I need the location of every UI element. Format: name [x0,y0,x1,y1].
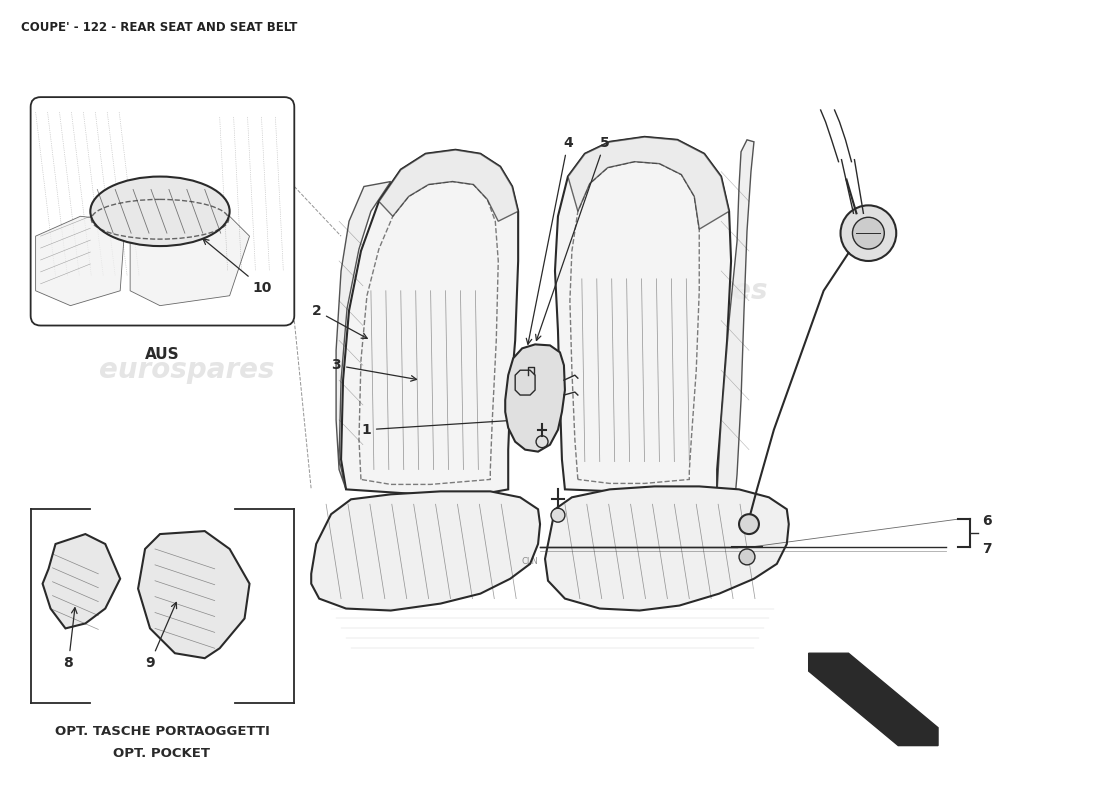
Text: 9: 9 [145,602,177,670]
Polygon shape [337,182,390,490]
Polygon shape [556,137,732,491]
Polygon shape [378,150,518,222]
Polygon shape [130,211,250,306]
Polygon shape [717,140,754,510]
Text: OPT. POCKET: OPT. POCKET [113,746,210,759]
Polygon shape [311,491,540,610]
Text: AUS: AUS [145,347,179,362]
Circle shape [852,218,884,249]
Text: CLN: CLN [521,557,539,566]
Circle shape [551,508,565,522]
Text: COUPE' - 122 - REAR SEAT AND SEAT BELT: COUPE' - 122 - REAR SEAT AND SEAT BELT [21,21,297,34]
Polygon shape [35,216,125,306]
Circle shape [739,514,759,534]
Polygon shape [515,370,535,395]
Text: 2: 2 [311,304,367,338]
Text: 6: 6 [982,514,991,528]
Polygon shape [568,137,729,229]
Text: 3: 3 [331,358,417,381]
Polygon shape [341,150,518,494]
Polygon shape [808,654,938,746]
Text: eurospares: eurospares [99,356,275,384]
Text: eurospares: eurospares [592,515,767,543]
Text: 7: 7 [982,542,991,556]
Ellipse shape [90,177,230,246]
Text: 8: 8 [64,608,77,670]
Text: 5: 5 [536,136,609,341]
Polygon shape [505,344,565,452]
Circle shape [739,549,755,565]
Circle shape [840,206,896,261]
Text: OPT. TASCHE PORTAOGGETTI: OPT. TASCHE PORTAOGGETTI [55,725,270,738]
Text: 4: 4 [526,136,573,344]
Text: eurospares: eurospares [592,277,767,305]
Text: 10: 10 [204,239,272,294]
Polygon shape [139,531,250,658]
Text: 1: 1 [361,418,516,437]
Polygon shape [544,486,789,610]
Polygon shape [43,534,120,629]
